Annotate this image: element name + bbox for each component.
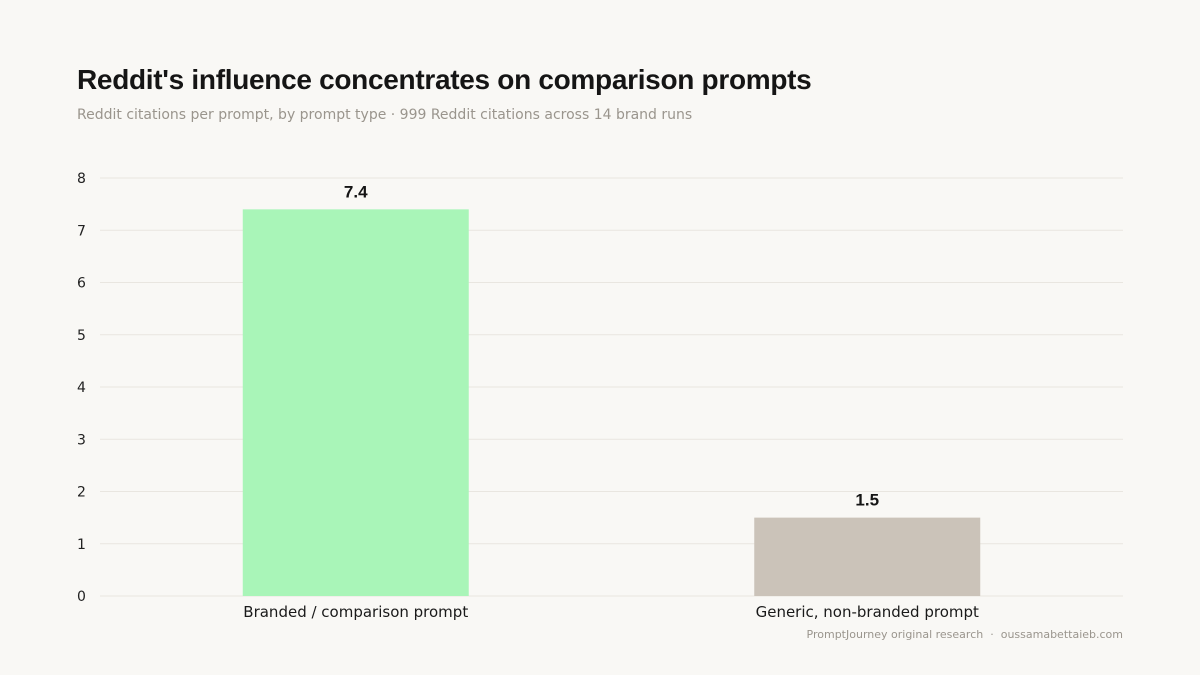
y-tick-label: 2 [77, 485, 86, 501]
footer-source: PromptJourney original research [806, 628, 984, 641]
y-tick-label: 5 [77, 328, 86, 344]
y-tick-label: 6 [77, 276, 86, 292]
chart-footer: PromptJourney original research · oussamab… [807, 628, 1123, 641]
bar-value-label: 7.4 [344, 182, 368, 201]
bar-value-label: 1.5 [855, 491, 879, 510]
chart-title: Reddit's influence concentrates on compa… [77, 64, 812, 95]
y-tick-label: 0 [77, 589, 86, 605]
bar-1 [754, 517, 981, 596]
chart-subtitle: Reddit citations per prompt, by prompt t… [77, 107, 693, 123]
footer-separator: · [990, 628, 994, 641]
y-tick-label: 7 [77, 223, 86, 239]
x-tick-label: Branded / comparison prompt [243, 603, 468, 621]
y-tick-label: 1 [77, 537, 86, 553]
y-tick-label: 3 [77, 432, 86, 448]
y-tick-label: 4 [77, 380, 86, 396]
y-tick-label: 8 [77, 171, 86, 187]
bar-0 [242, 209, 469, 596]
x-tick-label: Generic, non-branded prompt [756, 603, 979, 621]
footer-site: oussamabettaieb.com [1000, 628, 1123, 641]
